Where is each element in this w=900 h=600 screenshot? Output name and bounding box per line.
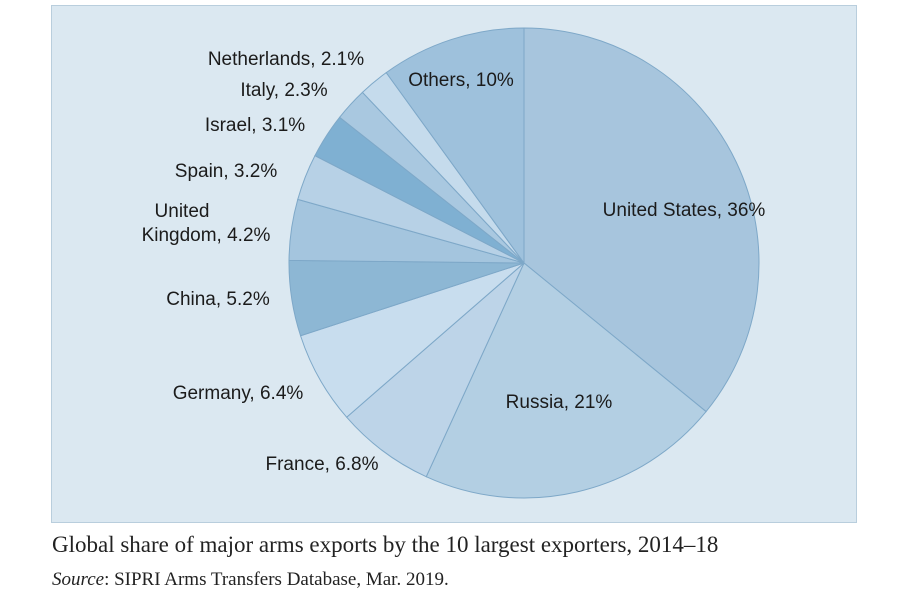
slice-label-italy: Italy, 2.3% xyxy=(240,80,327,101)
pie-slices xyxy=(288,27,760,499)
slice-label-united-kingdom: United Kingdom, 4.2% xyxy=(142,201,271,246)
pie-slice-others xyxy=(385,27,525,265)
pie-labels: United States, 36% Russia, 21% France, 6.8… xyxy=(142,49,766,475)
pie-slice-united-states xyxy=(523,27,760,413)
slice-label-spain: Spain, 3.2% xyxy=(175,161,278,182)
pie-chart: United States, 36% Russia, 21% France, 6.8… xyxy=(142,27,766,499)
slice-label-israel: Israel, 3.1% xyxy=(205,115,305,136)
pie-slice-russia xyxy=(425,262,707,499)
slice-label-china: China, 5.2% xyxy=(166,289,270,310)
slice-label-russia: Russia, 21% xyxy=(506,392,613,413)
slice-label-united-states: United States, 36% xyxy=(603,200,766,221)
slice-label-netherlands: Netherlands, 2.1% xyxy=(208,49,364,70)
chart-source: Source: SIPRI Arms Transfers Database, M… xyxy=(52,569,449,591)
slice-label-others: Others, 10% xyxy=(408,70,514,91)
source-label: Source xyxy=(52,569,105,590)
slice-label-france: France, 6.8% xyxy=(266,454,379,475)
chart-panel: United States, 36% Russia, 21% France, 6.8… xyxy=(51,5,857,523)
slice-label-germany: Germany, 6.4% xyxy=(173,383,304,404)
source-text: : SIPRI Arms Transfers Database, Mar. 20… xyxy=(104,569,449,590)
chart-title: Global share of major arms exports by th… xyxy=(52,532,719,557)
